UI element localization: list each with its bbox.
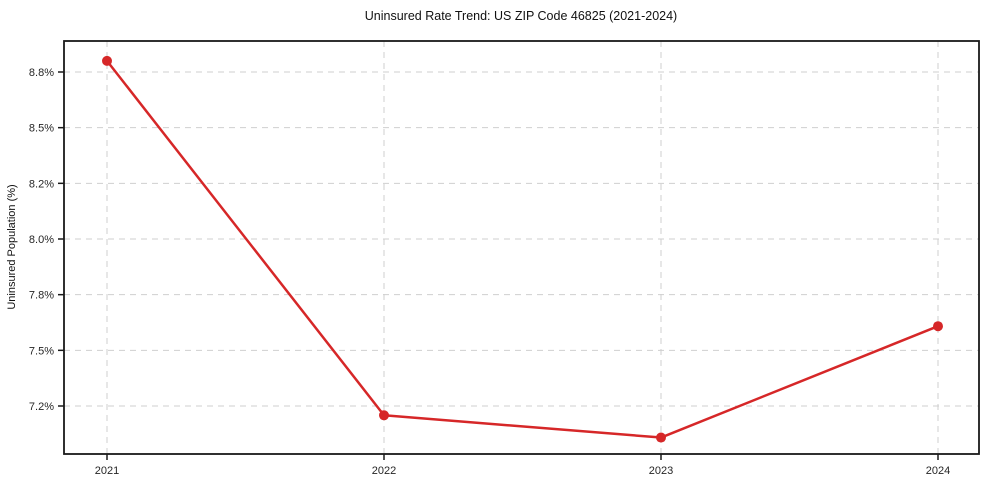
y-tick-label: 7.5%: [29, 345, 54, 357]
y-tick-label: 8.5%: [29, 123, 54, 135]
y-axis-label: Uninsured Population (%): [6, 184, 18, 309]
plot-box: [63, 40, 980, 455]
data-point-2021: [102, 55, 112, 66]
plot-box-outline: [63, 40, 980, 455]
y-tick-label: 8.2%: [29, 178, 54, 190]
grid-layer: [64, 41, 979, 454]
x-tick-label: 2023: [649, 465, 673, 477]
series-line: [105, 59, 940, 439]
data-point-2024: [933, 321, 943, 332]
y-tick-label: 8.0%: [29, 234, 54, 246]
x-tick-label: 2024: [926, 465, 950, 477]
x-tick-label: 2021: [95, 465, 119, 477]
y-tick-label: 8.8%: [29, 67, 54, 79]
y-tick-label: 7.8%: [29, 290, 54, 302]
data-point-2022: [379, 410, 389, 421]
x-tick-label: 2022: [372, 465, 396, 477]
data-point-2023: [656, 432, 666, 443]
chart-title: Uninsured Rate Trend: US ZIP Code 46825 …: [365, 9, 677, 23]
y-tick-label: 7.2%: [29, 401, 54, 413]
series-layer: [102, 55, 943, 443]
tick-layer: 8.8% 8.5% 8.2% 8.0% 7.8% 7.5% 7.2% 2021 2022 2023…: [29, 67, 950, 477]
